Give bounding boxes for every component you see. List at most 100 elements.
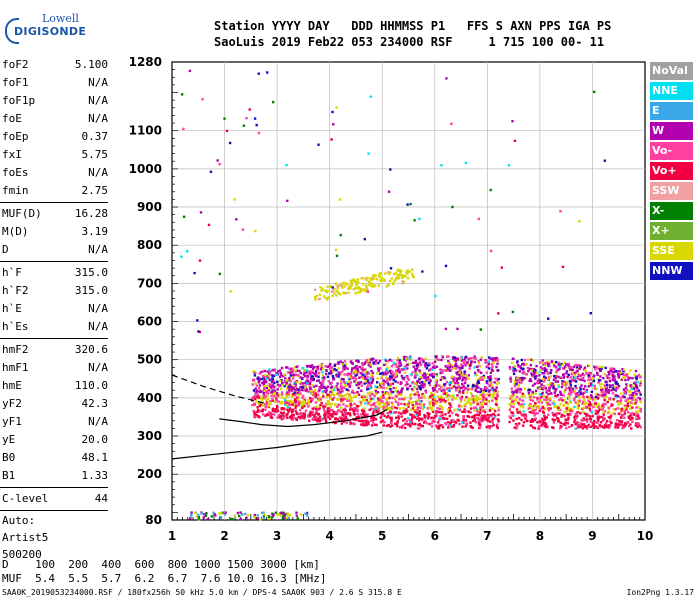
echo-point [456, 365, 459, 368]
echo-point [180, 255, 183, 258]
echo-point [511, 120, 514, 123]
param-value: N/A [88, 415, 108, 428]
echo-point [404, 384, 407, 387]
echo-point [599, 367, 602, 370]
echo-point [287, 392, 290, 395]
echo-point [415, 400, 418, 404]
echo-point [428, 412, 431, 415]
echo-point [466, 410, 469, 413]
echo-point [273, 394, 276, 398]
echo-point [397, 274, 400, 277]
echo-point [337, 291, 341, 295]
echo-point [416, 390, 419, 394]
echo-point [389, 372, 393, 375]
echo-point [497, 409, 500, 412]
echo-point [626, 375, 629, 379]
echo-point [481, 390, 485, 394]
echo-point [476, 398, 479, 401]
echo-point [339, 233, 342, 237]
echo-point [616, 400, 619, 403]
echo-point [623, 404, 626, 407]
echo-point [378, 272, 381, 275]
echo-point [450, 425, 453, 428]
echo-point [270, 369, 273, 373]
echo-point [602, 416, 605, 420]
echo-point [589, 425, 592, 428]
echo-point [381, 400, 384, 403]
echo-point [626, 421, 629, 424]
echo-point [441, 426, 445, 429]
echo-point [603, 410, 607, 413]
echo-point [582, 387, 585, 391]
echo-point [458, 404, 461, 407]
echo-point [367, 152, 370, 155]
echo-point [445, 355, 449, 358]
echo-point [378, 359, 382, 363]
echo-point [257, 131, 261, 135]
echo-point [614, 369, 618, 373]
echo-point [297, 403, 301, 407]
echo-point [357, 291, 360, 294]
echo-point [447, 355, 450, 358]
echo-point [363, 375, 366, 378]
echo-point [326, 298, 329, 301]
echo-point [349, 422, 352, 425]
echo-point [589, 312, 592, 315]
echo-point [450, 376, 453, 380]
echo-point [365, 399, 368, 402]
echo-point [294, 406, 297, 410]
echo-point [604, 366, 607, 370]
param-label: MUF(D) [2, 207, 42, 220]
echo-point [398, 412, 402, 415]
echo-point [451, 395, 455, 398]
echo-point [345, 388, 348, 391]
echo-point [330, 402, 333, 406]
echo-point [555, 360, 558, 364]
echo-point [341, 418, 345, 421]
echo-point [357, 371, 360, 374]
echo-point [340, 417, 343, 420]
echo-point [262, 404, 265, 407]
echo-point [350, 396, 353, 399]
echo-point [561, 265, 565, 268]
echo-point [372, 274, 375, 277]
echo-point [414, 359, 417, 363]
echo-point [326, 403, 329, 406]
echo-point [414, 422, 417, 426]
echo-point [404, 422, 407, 426]
echo-point [330, 389, 334, 392]
x-tick-label: 3 [273, 529, 281, 543]
echo-point [368, 386, 372, 390]
echo-point [568, 408, 571, 411]
echo-point [366, 392, 370, 395]
echo-point [474, 398, 477, 401]
echo-point [311, 367, 315, 371]
echo-point [370, 424, 374, 427]
echo-point [556, 412, 559, 415]
echo-point [587, 364, 591, 367]
echo-point [363, 382, 366, 385]
echo-point [338, 198, 342, 201]
echo-point [547, 364, 550, 367]
echo-point [445, 387, 449, 390]
echo-point [309, 400, 313, 403]
echo-point [216, 159, 219, 162]
echo-point [320, 384, 323, 387]
echo-point [343, 386, 346, 389]
echo-point [323, 385, 326, 389]
echo-point [392, 386, 395, 390]
echo-point [327, 407, 330, 410]
legend-item-ssw: SSW [650, 182, 693, 200]
echo-point [200, 512, 203, 515]
echo-point [398, 398, 401, 401]
echo-point [617, 395, 620, 398]
echo-point [588, 408, 591, 411]
echo-point [348, 412, 352, 415]
echo-point [356, 365, 360, 369]
echo-point [257, 402, 260, 405]
echo-point [404, 359, 408, 362]
echo-point [584, 418, 587, 422]
echo-point [460, 372, 463, 375]
echo-point [238, 514, 241, 518]
echo-point [465, 377, 468, 380]
